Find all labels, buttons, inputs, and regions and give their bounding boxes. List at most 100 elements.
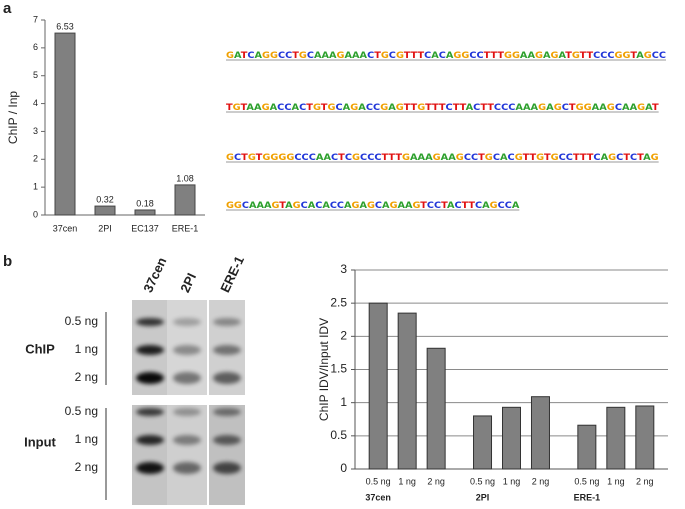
logo-letter: T — [623, 153, 631, 163]
logo-letter: T — [338, 153, 346, 163]
gel-band — [136, 345, 164, 355]
logo-letter: C — [330, 201, 338, 211]
logo-letter: G — [576, 103, 584, 113]
logo-letter: A — [592, 103, 600, 113]
logo-letter: C — [374, 153, 382, 163]
gel-band — [213, 372, 241, 384]
logo-letter: T — [395, 153, 403, 163]
y-tick-label: 3 — [340, 262, 347, 276]
amount-label: 0.5 ng — [65, 404, 98, 418]
logo-letter: C — [277, 103, 285, 113]
amount-label: 1 ng — [75, 432, 98, 446]
logo-letter: A — [249, 201, 257, 211]
logo-row: GCTGTGGGGCCCAACTCGCCCTTTGAAAGAAGCCTGCACG… — [226, 153, 659, 163]
logo-letter: C — [505, 201, 513, 211]
x-tick-label: 0.5 ng — [574, 476, 599, 486]
logo-letter: T — [404, 103, 412, 113]
logo-letter: C — [473, 103, 481, 113]
y-tick-label: 1.5 — [330, 362, 347, 376]
logo-letter: A — [316, 153, 324, 163]
logo-letter: G — [550, 51, 558, 61]
logo-letter: T — [587, 153, 595, 163]
logo-letter: A — [448, 153, 456, 163]
logo-letter: C — [593, 51, 601, 61]
gel-lane — [209, 405, 245, 505]
gel-band — [213, 435, 241, 445]
gel-band — [173, 408, 201, 416]
logo-letter: T — [630, 51, 638, 61]
logo-letter: A — [425, 153, 433, 163]
panel-label: b — [3, 253, 12, 270]
logo-letter: A — [527, 51, 535, 61]
y-tick-label: 5 — [33, 70, 38, 80]
logo-letter: A — [441, 153, 449, 163]
logo-letter: T — [523, 153, 531, 163]
logo-letter: G — [234, 201, 242, 211]
logo-letter: A — [264, 201, 272, 211]
logo-letter: T — [404, 51, 412, 61]
logo-letter: C — [607, 51, 615, 61]
logo-letter: C — [469, 51, 477, 61]
logo-letter: T — [569, 103, 577, 113]
x-tick-label: 0.5 ng — [366, 476, 391, 486]
gel-band — [136, 318, 164, 326]
logo-letter: C — [360, 153, 368, 163]
logo-letter: T — [388, 153, 396, 163]
value-label: 1.08 — [176, 173, 194, 183]
logo-letter: A — [500, 153, 508, 163]
logo-letter: C — [307, 51, 315, 61]
logo-letter: A — [323, 153, 331, 163]
logo-letter: G — [402, 153, 410, 163]
logo-letter: A — [546, 103, 554, 113]
bar — [577, 424, 597, 470]
amount-label: 0.5 ng — [65, 314, 98, 328]
logo-letter: C — [367, 51, 375, 61]
amount-label: 1 ng — [75, 342, 98, 356]
y-tick-label: 0.5 — [330, 428, 347, 442]
logo-letter: C — [285, 51, 293, 61]
logo-letter: A — [643, 153, 651, 163]
bar — [606, 406, 626, 470]
logo-letter: T — [587, 51, 595, 61]
logo-letter: T — [491, 51, 499, 61]
value-label: 0.32 — [96, 194, 114, 204]
logo-letter: T — [637, 153, 645, 163]
logo-letter: G — [350, 103, 358, 113]
logo-letter: A — [285, 201, 293, 211]
bar — [635, 405, 655, 470]
logo-letter: A — [515, 103, 523, 113]
gel-band — [136, 462, 164, 474]
y-axis-label: ChIP / Inp — [6, 91, 20, 144]
logo-letter: G — [313, 103, 321, 113]
logo-letter: G — [262, 51, 270, 61]
logo-letter: G — [433, 153, 441, 163]
gel-band — [173, 462, 201, 474]
logo-letter: T — [497, 51, 505, 61]
logo-letter: C — [301, 201, 309, 211]
y-tick-label: 2 — [340, 329, 347, 343]
logo-letter: A — [630, 103, 638, 113]
y-tick-label: 0 — [33, 209, 38, 219]
amount-label: 2 ng — [75, 460, 98, 474]
logo-letter: C — [367, 153, 375, 163]
logo-letter: C — [630, 153, 638, 163]
logo-letter: G — [381, 51, 389, 61]
logo-letter: C — [373, 103, 381, 113]
bar — [134, 209, 156, 216]
logo-letter: G — [538, 103, 546, 113]
group-label: 2PI — [476, 492, 490, 502]
bar — [473, 415, 493, 470]
logo-letter: G — [286, 153, 294, 163]
logo-letter: C — [424, 51, 432, 61]
logo-letter: T — [580, 153, 588, 163]
logo-letter: A — [418, 153, 426, 163]
logo-letter: T — [420, 201, 428, 211]
logo-letter: C — [336, 103, 344, 113]
bar — [426, 347, 446, 470]
logo-letter: C — [471, 153, 479, 163]
logo-letter: T — [241, 103, 249, 113]
bar — [368, 302, 388, 470]
logo-letter: A — [270, 103, 278, 113]
logo-letter: T — [411, 103, 419, 113]
